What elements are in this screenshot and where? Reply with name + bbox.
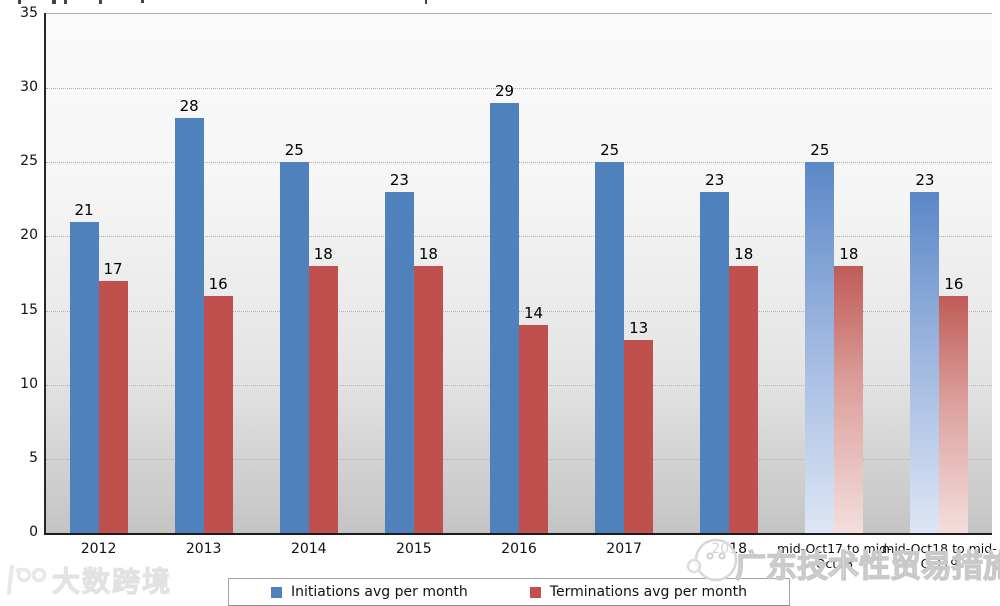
x-axis-category-label: 2014 — [290, 541, 327, 557]
bar-value-label: 28 — [179, 96, 199, 115]
bar-value-label: 25 — [810, 141, 830, 160]
y-axis-tick-label: 35 — [20, 5, 38, 21]
bar-value-label: 23 — [705, 170, 725, 189]
legend-swatch-icon — [529, 586, 541, 598]
bar-value-label: 29 — [494, 81, 515, 100]
x-axis-category-label: 2015 — [396, 541, 432, 557]
watermark-smiley-icon — [686, 536, 738, 590]
y-axis-tick-label: 10 — [20, 375, 38, 392]
bar-terminations-mid-Oct17-to-mid-Oct18 — [834, 266, 864, 533]
bar-value-label: 16 — [208, 274, 228, 293]
bar-initiations-2017 — [595, 162, 625, 533]
glasses-logo-icon — [7, 565, 47, 595]
bar-value-label: 17 — [103, 259, 123, 278]
bar-terminations-2012 — [98, 280, 128, 533]
bar-initiations-2013 — [174, 117, 204, 533]
bar-initiations-2012 — [69, 221, 99, 533]
bar-value-label: 23 — [389, 170, 409, 189]
bar-value-label: 21 — [74, 200, 94, 219]
watermark-overlay-text: 广东技术性贸易措施 — [734, 548, 1000, 585]
bar-initiations-2014 — [279, 162, 309, 533]
y-axis-tick-label: 30 — [20, 79, 38, 96]
bar-value-label: 18 — [839, 245, 859, 264]
legend-item: Terminations avg per month — [529, 584, 747, 600]
legend-label: Terminations avg per month — [549, 584, 747, 600]
bar-value-label: 14 — [523, 304, 544, 323]
bar-value-label: 16 — [944, 274, 964, 293]
bar-terminations-2013 — [203, 295, 233, 533]
bar-initiations-2018 — [700, 191, 730, 533]
x-axis-category-label: 2013 — [185, 541, 222, 557]
bar-terminations-2018 — [729, 266, 759, 533]
x-axis-category-label: mid-Oct17 to mid-Oct18 — [777, 541, 892, 571]
gridline — [46, 88, 992, 90]
bar-value-label: 25 — [284, 141, 304, 160]
bar-value-label: 18 — [313, 245, 333, 264]
bar-terminations-2015 — [413, 266, 443, 533]
x-axis-line — [44, 533, 992, 535]
x-axis-category-label: 2012 — [80, 541, 117, 557]
bar-terminations-2016 — [519, 325, 548, 533]
bar-value-label: 13 — [629, 319, 649, 338]
bar-value-label: 18 — [418, 245, 438, 264]
bar-initiations-2016 — [490, 102, 519, 533]
y-axis-line — [44, 13, 46, 535]
y-axis-tick-label: 25 — [20, 153, 38, 170]
watermark-dashukuajing: 大数跨境 — [6, 560, 172, 600]
gridline — [46, 162, 992, 164]
gridline — [46, 310, 992, 312]
watermark-logo-text: 大数跨境 — [51, 565, 173, 599]
legend: Initiations avg per month Terminations av… — [228, 578, 790, 606]
y-axis-tick-label: 0 — [29, 524, 38, 540]
legend-label: Initiations avg per month — [291, 584, 468, 600]
gridline — [46, 236, 992, 238]
bar-value-label: 18 — [734, 245, 754, 264]
bar-terminations-2014 — [308, 266, 338, 533]
x-axis-category-label: 2017 — [606, 541, 642, 557]
x-axis-category-label: mid-Oct18 to mid-Oct19 — [882, 541, 997, 571]
bar-initiations-2015 — [384, 191, 414, 533]
bar-terminations-2017 — [624, 340, 654, 533]
bar-initiations-mid-Oct18-to-mid-Oct19 — [910, 191, 940, 533]
x-axis-category-label: 2016 — [501, 541, 537, 557]
y-axis-tick-label: 15 — [20, 301, 38, 318]
bar-value-label: 23 — [915, 170, 935, 189]
y-axis-tick-label: 20 — [20, 227, 38, 244]
bar-terminations-mid-Oct18-to-mid-Oct19 — [939, 295, 969, 533]
bar-value-label: 25 — [600, 141, 620, 160]
y-axis-tick-label: 5 — [29, 449, 38, 466]
legend-item: Initiations avg per month — [271, 584, 468, 600]
bar-initiations-mid-Oct17-to-mid-Oct18 — [805, 162, 835, 533]
legend-swatch-icon — [271, 586, 283, 598]
